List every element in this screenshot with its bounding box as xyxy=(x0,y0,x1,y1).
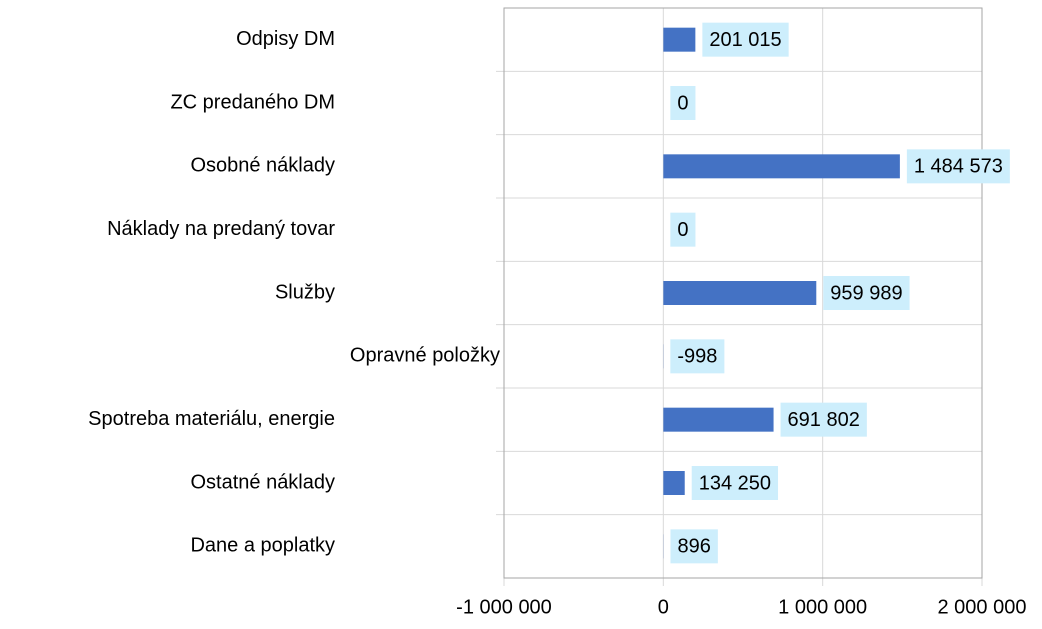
data-label: 959 989 xyxy=(830,282,902,304)
y-tick-label: ZC predaného DM xyxy=(170,91,335,113)
data-label: 0 xyxy=(677,219,688,241)
data-label-group: 201 015 xyxy=(702,23,788,57)
data-label-group: 0 xyxy=(670,86,695,120)
bar xyxy=(663,408,773,432)
bar xyxy=(663,28,695,52)
data-label: 134 250 xyxy=(699,472,771,494)
y-tick-label: Dane a poplatky xyxy=(190,535,335,557)
data-label: 691 802 xyxy=(788,409,860,431)
data-label: 896 xyxy=(677,536,710,558)
data-label-group: 134 250 xyxy=(692,466,778,500)
data-label: 201 015 xyxy=(709,29,781,51)
bar xyxy=(663,281,816,305)
y-tick-label: Náklady na predaný tovar xyxy=(107,218,335,240)
x-tick-label: 0 xyxy=(658,596,669,618)
y-tick-label: Služby xyxy=(275,281,335,303)
data-label: 1 484 573 xyxy=(914,156,1003,178)
data-label-group: 0 xyxy=(670,213,695,247)
data-label-group: 1 484 573 xyxy=(907,149,1010,183)
data-label: 0 xyxy=(677,92,688,114)
data-label-group: 959 989 xyxy=(823,276,909,310)
data-label-group: -998 xyxy=(670,339,724,373)
x-tick-label: -1 000 000 xyxy=(456,596,552,618)
x-tick-label: 1 000 000 xyxy=(778,596,867,618)
y-tick-label: Osobné náklady xyxy=(190,155,335,177)
data-label-group: 691 802 xyxy=(781,403,867,437)
data-label: -998 xyxy=(677,346,717,368)
y-tick-label: Ostatné náklady xyxy=(190,471,335,493)
x-tick-label: 2 000 000 xyxy=(938,596,1027,618)
bar xyxy=(663,154,900,178)
data-label-group: 896 xyxy=(670,529,717,563)
bar xyxy=(663,471,684,495)
y-tick-label: Opravné položky xyxy=(350,345,500,367)
y-tick-label: Spotreba materiálu, energie xyxy=(88,408,335,430)
y-tick-label: Odpisy DM xyxy=(236,28,335,50)
